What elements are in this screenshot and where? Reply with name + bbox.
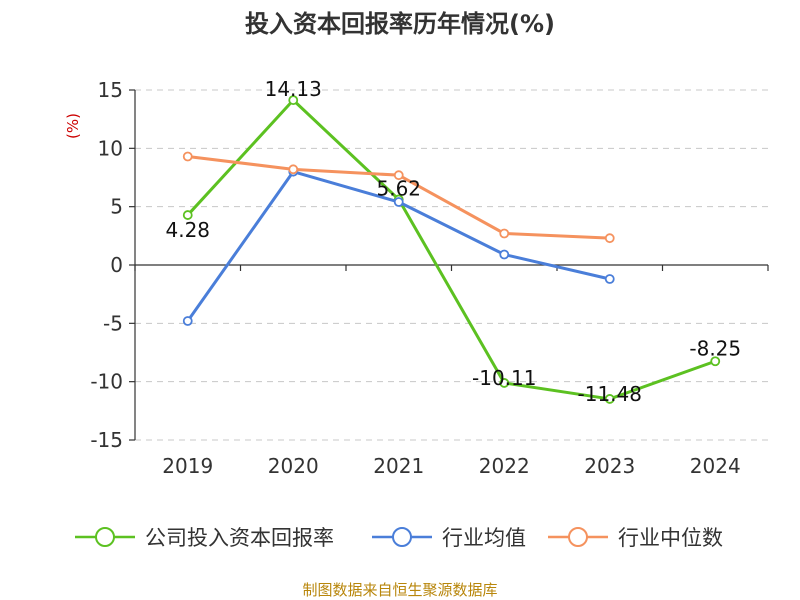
legend-marker	[568, 527, 588, 547]
series-point-0	[182, 210, 193, 220]
series-point-1	[604, 274, 615, 284]
data-label: 5.62	[376, 176, 421, 200]
legend-marker	[95, 527, 115, 547]
x-tick-label: 2020	[268, 454, 319, 478]
x-tick-label: 2019	[162, 454, 213, 478]
y-tick-label: -5	[103, 311, 123, 335]
legend-label: 公司投入资本回报率	[145, 526, 334, 550]
series-point-0	[499, 378, 510, 388]
series-point-2	[182, 151, 193, 162]
series-point-0	[288, 95, 299, 106]
y-tick-label: 0	[110, 253, 123, 277]
x-tick-label: 2024	[690, 454, 741, 478]
series-line-0	[186, 98, 716, 401]
series-point-2	[604, 233, 615, 244]
series-point-1	[182, 316, 193, 326]
axes: 15 10 5 0 -5 -10 -15 2019 2020 2021 2022 2023 2024	[90, 78, 769, 478]
legend-marker	[392, 527, 412, 547]
series-point-1	[393, 197, 404, 207]
y-axis-label: (%)	[64, 113, 82, 139]
y-tick-label: 10	[98, 136, 123, 160]
series-point-0	[710, 356, 721, 367]
series-point-2	[499, 228, 510, 239]
series-point-2	[288, 164, 299, 175]
series-group	[182, 95, 721, 404]
data-label: -11.48	[578, 382, 642, 406]
series-point-2	[393, 170, 404, 181]
data-label: 4.28	[165, 218, 210, 242]
x-tick-label: 2023	[584, 454, 635, 478]
data-label: -8.25	[689, 336, 741, 360]
data-labels: 4.28 14.13 5.62 -10.11 -11.48 -8.25	[165, 77, 741, 406]
legend-label: 行业中位数	[618, 526, 723, 550]
series-point-1	[499, 249, 510, 260]
y-tick-label: 5	[110, 195, 123, 219]
x-tick-label: 2021	[373, 454, 424, 478]
legend: 公司投入资本回报率 行业均值 行业中位数	[75, 526, 723, 550]
y-tick-label: -15	[90, 428, 123, 452]
y-tick-label: -10	[90, 370, 123, 394]
y-tick-label: 15	[98, 78, 123, 102]
legend-label: 行业均值	[442, 526, 526, 550]
data-label: -10.11	[472, 366, 536, 390]
x-tick-label: 2022	[479, 454, 530, 478]
series-point-0	[604, 394, 615, 404]
chart-title: 投入资本回报率历年情况(%)	[245, 10, 555, 38]
source-note: 制图数据来自恒生聚源数据库	[302, 581, 497, 599]
data-label: 14.13	[265, 77, 322, 101]
